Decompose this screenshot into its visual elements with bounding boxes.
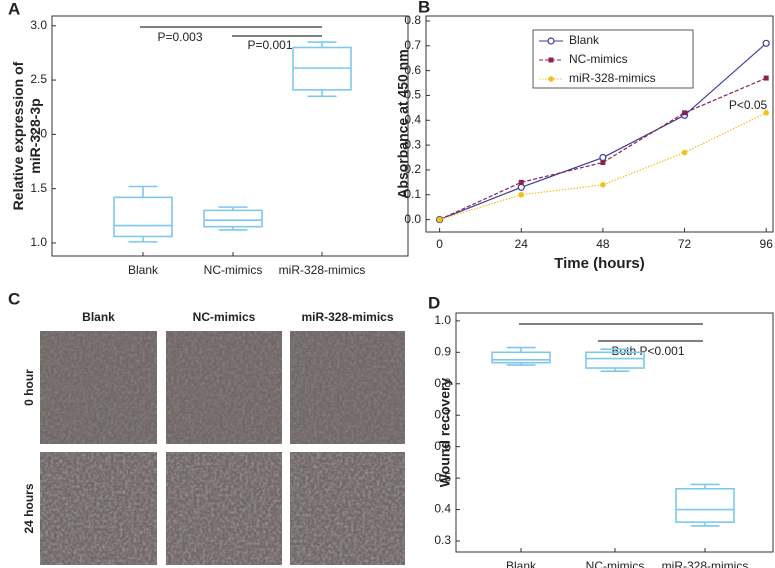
box: [491, 351, 551, 364]
micrograph-texture: [166, 331, 282, 444]
marker: [517, 183, 525, 191]
x-tick-label: 24: [515, 237, 529, 251]
micrograph-texture: [290, 331, 405, 444]
marker: [548, 76, 554, 82]
x-axis-label: Time (hours): [554, 255, 645, 272]
marker: [763, 75, 769, 81]
micrograph-texture: [40, 452, 157, 565]
column-label: NC-mimics: [193, 310, 256, 324]
y-tick-label: 0.4: [404, 112, 421, 126]
marker: [600, 182, 606, 188]
legend-label: NC-mimics: [569, 52, 628, 66]
x-tick-label: Blank: [506, 559, 537, 568]
y-tick-label: 0.5: [434, 470, 451, 484]
x-tick-label: Blank: [128, 263, 159, 277]
y-axis-label: Absorbance at 450 nm: [395, 49, 411, 198]
series-line: [439, 112, 767, 221]
y-tick-label: 0.8: [434, 376, 451, 390]
y-tick-label: 0.5: [404, 88, 421, 102]
marker: [600, 159, 606, 165]
y-tick-label: 0.3: [404, 137, 421, 151]
row-label: 24 hours: [22, 483, 36, 533]
marker: [599, 153, 607, 162]
micrograph-texture: [166, 452, 282, 565]
marker: [548, 57, 554, 63]
x-tick-label: miR-328-mimics: [279, 263, 366, 277]
panel-letter: B: [418, 0, 430, 16]
micrograph-texture: [40, 331, 157, 444]
y-tick-label: 3.0: [30, 18, 47, 32]
x-tick-label: 72: [678, 237, 692, 251]
marker: [682, 110, 688, 116]
panel-letter: A: [8, 0, 20, 18]
marker: [762, 39, 770, 47]
y-tick-label: 0.8: [404, 13, 421, 27]
y-axis-label: Wound recovery: [437, 378, 453, 488]
annotation: P=0.001: [247, 38, 292, 52]
box: [113, 196, 173, 238]
box: [585, 351, 645, 369]
annotation: P=0.003: [157, 30, 202, 44]
y-tick-label: 0.9: [434, 344, 451, 358]
y-tick-label: 2.5: [30, 72, 47, 86]
y-tick-label: 1.0: [30, 235, 47, 249]
y-tick-label: 1.5: [30, 181, 47, 195]
marker: [436, 216, 443, 223]
legend-box: [532, 29, 694, 89]
y-axis-label: miR-328-3p: [27, 98, 43, 173]
panel-letter: C: [8, 289, 20, 308]
plot-frame: [51, 15, 409, 257]
x-tick-label: miR-328-mimics: [662, 559, 749, 568]
box: [675, 487, 735, 523]
y-tick-label: 0.4: [434, 502, 451, 516]
marker: [547, 37, 555, 45]
y-tick-label: 0.2: [404, 162, 421, 176]
x-tick-label: NC-mimics: [586, 559, 645, 568]
y-tick-label: 0.6: [434, 439, 451, 453]
y-tick-label: 2.0: [30, 127, 47, 141]
annotation: Both P<0.001: [611, 344, 684, 358]
x-tick-label: NC-mimics: [204, 263, 263, 277]
x-tick-label: 96: [760, 237, 774, 251]
plot-frame: [425, 15, 774, 233]
x-tick-label: 48: [596, 237, 610, 251]
y-tick-label: 0.0: [404, 212, 421, 226]
column-label: miR-328-mimics: [301, 310, 393, 324]
legend-label: Blank: [569, 33, 600, 47]
panel-letter: D: [428, 293, 440, 312]
legend-label: miR-328-mimics: [569, 71, 656, 85]
y-axis-label: Relative expression of: [10, 61, 26, 210]
row-label: 0 hour: [22, 369, 36, 406]
column-label: Blank: [82, 310, 115, 324]
y-tick-label: 0.7: [404, 38, 421, 52]
y-tick-label: 0.1: [404, 187, 421, 201]
annotation: P<0.05: [729, 98, 768, 112]
box: [203, 209, 263, 228]
micrograph-texture: [290, 452, 405, 565]
x-tick-label: 0: [436, 237, 443, 251]
y-tick-label: 0.7: [434, 407, 451, 421]
marker: [518, 179, 524, 185]
y-tick-label: 0.3: [434, 533, 451, 547]
marker: [518, 191, 525, 198]
series-line: [439, 77, 767, 221]
y-tick-label: 0.6: [404, 63, 421, 77]
marker: [763, 110, 769, 116]
marker: [681, 149, 688, 156]
y-tick-label: 1.0: [434, 313, 451, 327]
